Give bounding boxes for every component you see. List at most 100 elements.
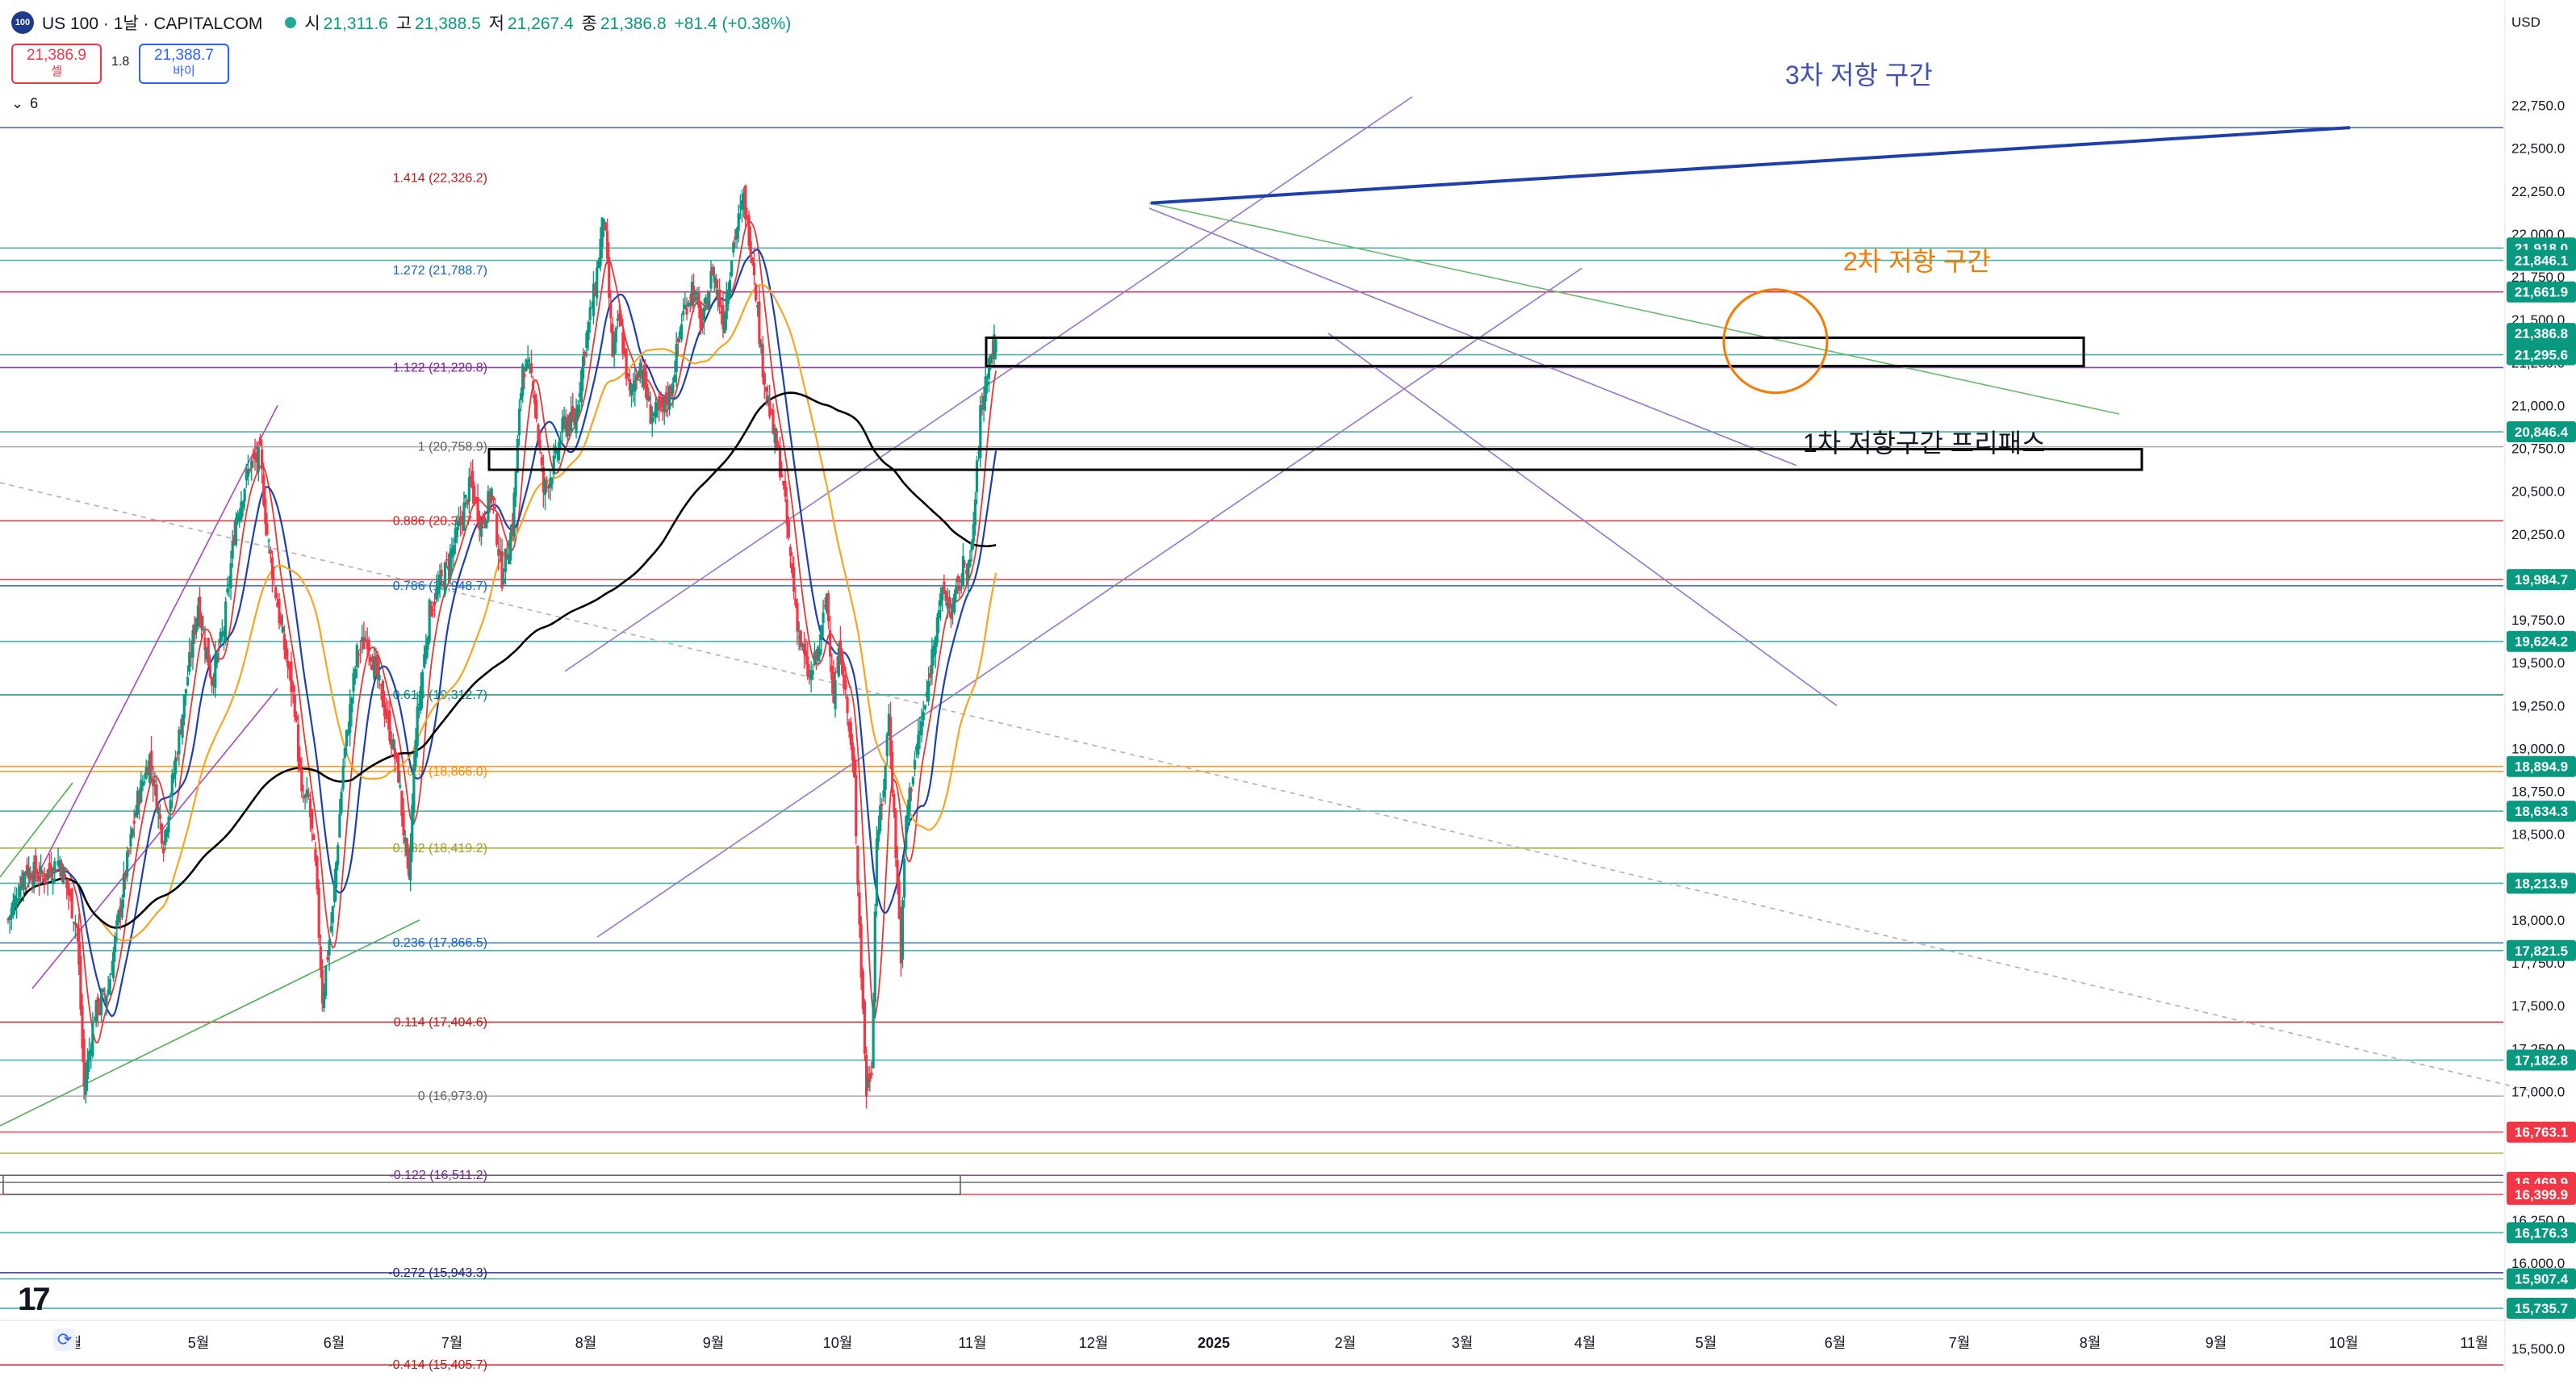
x-tick-label: 2월 (1335, 1335, 1357, 1351)
candle (808, 664, 811, 685)
candle (300, 757, 303, 798)
candle (478, 510, 481, 542)
candle-body (792, 567, 796, 592)
candle (788, 544, 792, 568)
candle-body (699, 304, 702, 329)
candle (316, 855, 319, 895)
fib-level-label: 1.414 (22,326.2) (393, 172, 487, 186)
sell-button[interactable]: 21,386.9 셀 (11, 44, 102, 84)
candle-body (369, 656, 372, 662)
candle-body (658, 395, 661, 410)
candle-body (555, 453, 559, 454)
candle-body (433, 601, 437, 606)
candle (573, 408, 576, 429)
candle (215, 650, 219, 669)
indicators-toggle[interactable]: ⌄ 6 (11, 95, 38, 112)
candle (338, 798, 341, 838)
candle-body (91, 1023, 94, 1056)
candle-body (989, 353, 993, 364)
candle-body (799, 630, 802, 647)
candle-body (714, 278, 717, 288)
nasdaq-logo-icon: 100 (11, 11, 34, 34)
candle-body (562, 416, 566, 422)
candle (210, 676, 214, 694)
candle-body (245, 470, 248, 481)
candle-body (818, 649, 822, 656)
candle-body (55, 869, 58, 872)
candle (450, 537, 454, 572)
candle-body (40, 865, 43, 875)
candle-body (314, 848, 317, 862)
candle-body (772, 409, 775, 434)
candle (682, 298, 685, 322)
candle (797, 621, 801, 651)
candle-body (224, 601, 228, 641)
candle (72, 921, 75, 932)
candle-body (411, 805, 414, 852)
price-tag-bg (2507, 801, 2576, 822)
candle-body (690, 282, 694, 307)
candle-body (684, 304, 687, 309)
ohlc-values: 시 21,311.6 고 21,388.5 저 21,267.4 종 21,386.8 … (304, 15, 792, 33)
candle (288, 661, 291, 681)
candle (471, 459, 475, 504)
candle-body (370, 664, 374, 671)
candle (146, 760, 149, 776)
candle-body (958, 586, 961, 591)
candle-body (547, 485, 550, 489)
candle (352, 667, 355, 704)
currency-label[interactable]: USD (2511, 15, 2540, 30)
candle (856, 845, 859, 897)
price-tag-label: 18,213.9 (2515, 876, 2568, 891)
candle (91, 1012, 94, 1059)
candle (500, 538, 504, 592)
candle (134, 805, 137, 818)
candle-body (471, 471, 475, 489)
candle (419, 672, 423, 714)
candle (150, 736, 153, 784)
tradingview-logo-icon[interactable]: 17 (18, 1282, 50, 1317)
candle (732, 240, 735, 257)
candle (341, 758, 345, 793)
candle (984, 367, 987, 412)
x-tick-label: 8월 (575, 1335, 597, 1351)
candle-body (910, 789, 913, 792)
candle (214, 640, 217, 698)
candle-body (913, 759, 917, 770)
candle-body (44, 873, 48, 880)
candle (111, 947, 115, 982)
candle (930, 637, 934, 685)
candle-body (782, 480, 785, 485)
candle-body (17, 897, 20, 903)
candle (932, 639, 935, 666)
candle-body (718, 289, 721, 307)
candle-body (649, 404, 652, 425)
candle (968, 550, 972, 568)
candle (178, 726, 181, 766)
candle-body (626, 373, 629, 377)
price-tag: 21,295.6 (2507, 344, 2576, 366)
candle-body (215, 652, 219, 664)
candle-body (424, 646, 428, 660)
candle-body (391, 738, 395, 750)
candle (373, 646, 376, 682)
candle (611, 317, 614, 358)
candle-body (346, 732, 350, 734)
candle-body (438, 575, 441, 590)
candle (588, 299, 592, 333)
reload-icon[interactable]: ⟳ (53, 1328, 76, 1351)
symbol-title[interactable]: US 100 · 1날 · CAPITALCOM (42, 15, 263, 33)
candle (690, 274, 694, 309)
candle-body (511, 524, 514, 533)
highlight-circle (1722, 288, 1829, 395)
candle-body (184, 688, 188, 694)
candle (911, 776, 914, 788)
candle (144, 759, 148, 780)
buy-button[interactable]: 21,388.7 바이 (139, 44, 229, 84)
candle (228, 575, 231, 598)
candle-body (587, 321, 590, 341)
candle (882, 779, 885, 802)
candle-body (99, 993, 103, 1016)
candle-body (796, 603, 799, 632)
